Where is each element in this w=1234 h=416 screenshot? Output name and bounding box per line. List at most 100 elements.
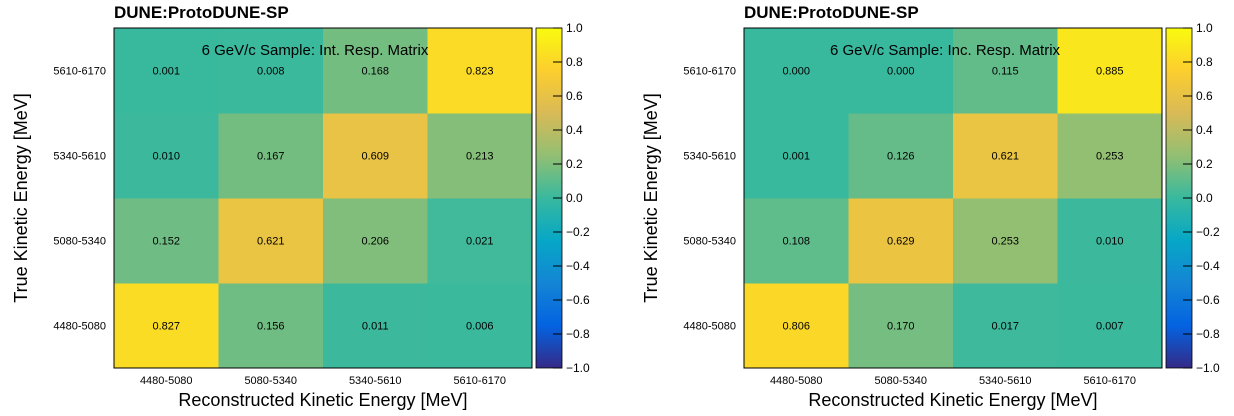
colorbar-tick-label: −0.4 <box>1196 259 1220 273</box>
x-tick-label: 5340-5610 <box>349 375 402 387</box>
cell-value-label: 0.021 <box>466 236 494 248</box>
heatmap-cell <box>218 28 324 114</box>
heatmap-cell <box>848 283 954 369</box>
cell-value-label: 0.000 <box>887 66 915 78</box>
y-tick-label: 5340-5610 <box>53 151 106 163</box>
chart-title: 6 GeV/c Sample: Int. Resp. Matrix <box>202 42 429 59</box>
y-tick-label: 5610-6170 <box>683 66 736 78</box>
heatmap-cell <box>953 28 1058 114</box>
x-axis-label: Reconstructed Kinetic Energy [MeV] <box>178 390 467 410</box>
heatmap-cell <box>323 198 428 284</box>
heatmap-cell <box>848 113 954 199</box>
heatmap-cell <box>427 198 533 284</box>
heatmap-cell <box>323 113 428 199</box>
heatmap-cell <box>323 283 428 369</box>
x-tick-label: 5080-5340 <box>874 375 927 387</box>
colorbar-tick-label: −0.8 <box>1196 327 1220 341</box>
cell-value-label: 0.806 <box>782 321 810 333</box>
y-axis-label: True Kinetic Energy [MeV] <box>641 93 661 302</box>
colorbar-tick-label: −0.6 <box>566 293 590 307</box>
heatmap-cell <box>1057 283 1163 369</box>
panel-inc-resp: DUNE:ProtoDUNE-SP 0.806 0.170 0.017 0.0070.… <box>641 3 1220 410</box>
cell-value-label: 0.206 <box>361 236 389 248</box>
cell-value-label: 0.156 <box>257 321 285 333</box>
x-tick-label: 4480-5080 <box>770 375 823 387</box>
y-tick-labels: 4480-5080 5080-5340 5340-5610 5610-6170 <box>53 66 106 333</box>
heatmap-cell <box>114 28 219 114</box>
heatmap-cell <box>744 113 849 199</box>
heatmap-cell <box>218 283 324 369</box>
cell-value-label: 0.167 <box>257 151 285 163</box>
colorbar-ticks: 1.0 0.8 0.6 0.4 0.2 0.0 −0.2 −0.4 −0.6 −0.8 −1.0 <box>553 21 590 375</box>
colorbar-tick-label: 1.0 <box>566 21 583 35</box>
cell-value-label: 0.126 <box>887 151 915 163</box>
cell-value-label: 0.008 <box>257 66 285 78</box>
y-tick-label: 5610-6170 <box>53 66 106 78</box>
cell-value-label: 0.006 <box>466 321 494 333</box>
cell-value-label: 0.108 <box>782 236 810 248</box>
cell-value-label: 0.253 <box>1096 151 1124 163</box>
cell-value-label: 0.621 <box>257 236 285 248</box>
heatmap-cell <box>1057 113 1163 199</box>
plot-frame <box>113 27 533 369</box>
colorbar-tick-label: 0.0 <box>1196 191 1213 205</box>
heatmap-cell <box>1057 28 1163 114</box>
cell-value-label: 0.629 <box>887 236 915 248</box>
heatmap-cell <box>114 198 219 284</box>
y-tick-labels: 4480-5080 5080-5340 5340-5610 5610-6170 <box>683 66 736 333</box>
colorbar-tick-label: 0.2 <box>1196 157 1213 171</box>
x-tick-labels: 4480-5080 5080-5340 5340-5610 5610-6170 <box>770 375 1136 387</box>
x-tick-label: 5610-6170 <box>453 375 506 387</box>
colorbar-tick-label: 0.6 <box>1196 89 1213 103</box>
panel-int-resp: DUNE:ProtoDUNE-SP 0.827 0.156 0.011 0.0060.… <box>11 3 590 410</box>
heatmap-cell <box>744 283 849 369</box>
cell-value-label: 0.621 <box>991 151 1019 163</box>
y-tick-label: 4480-5080 <box>53 321 106 333</box>
x-tick-label: 5610-6170 <box>1083 375 1136 387</box>
colorbar-tick-label: 0.4 <box>566 123 583 137</box>
colorbar-tick-label: −0.4 <box>566 259 590 273</box>
cell-value-label: 0.168 <box>361 66 389 78</box>
y-tick-label: 5340-5610 <box>683 151 736 163</box>
x-tick-label: 5080-5340 <box>244 375 297 387</box>
cell-value-label: 0.017 <box>991 321 1019 333</box>
colorbar-tick-label: −1.0 <box>1196 361 1220 375</box>
heatmap-cell <box>427 113 533 199</box>
y-tick-label: 5080-5340 <box>683 236 736 248</box>
heatmap-cells: 0.806 0.170 0.017 0.007 0.108 0.629 0.253 0.010… <box>744 28 1163 369</box>
colorbar-tick-label: 0.8 <box>566 55 583 69</box>
heatmap-cell <box>953 198 1058 284</box>
heatmap-cell <box>218 113 324 199</box>
cell-value-label: 0.152 <box>152 236 180 248</box>
cell-value-label: 0.115 <box>992 66 1019 78</box>
x-tick-label: 4480-5080 <box>140 375 193 387</box>
x-axis-label: Reconstructed Kinetic Energy [MeV] <box>808 390 1097 410</box>
cell-value-label: 0.170 <box>887 321 915 333</box>
colorbar-tick-label: −0.6 <box>1196 293 1220 307</box>
cell-value-label: 0.001 <box>152 66 180 78</box>
cell-value-label: 0.007 <box>1096 321 1124 333</box>
cell-value-label: 0.011 <box>362 321 389 333</box>
colorbar-tick-label: 0.6 <box>566 89 583 103</box>
cell-value-label: 0.885 <box>1096 66 1124 78</box>
colorbar-tick-label: 0.4 <box>1196 123 1213 137</box>
y-tick-label: 4480-5080 <box>683 321 736 333</box>
y-tick-label: 5080-5340 <box>53 236 106 248</box>
heatmap-cell <box>848 198 954 284</box>
x-tick-label: 5340-5610 <box>979 375 1032 387</box>
heatmap-cell <box>1057 198 1163 284</box>
heatmap-cell <box>218 198 324 284</box>
plot-frame <box>743 27 1163 369</box>
cell-value-label: 0.213 <box>466 151 494 163</box>
cell-value-label: 0.001 <box>782 151 810 163</box>
experiment-label: DUNE:ProtoDUNE-SP <box>114 3 289 22</box>
chart-title: 6 GeV/c Sample: Inc. Resp. Matrix <box>830 42 1061 59</box>
cell-value-label: 0.000 <box>782 66 810 78</box>
heatmap-cell <box>953 113 1058 199</box>
heatmap-cell <box>953 283 1058 369</box>
colorbar-tick-label: 0.8 <box>1196 55 1213 69</box>
heatmap-cells: 0.827 0.156 0.011 0.006 0.152 0.621 0.206 0.021… <box>114 28 533 369</box>
cell-value-label: 0.827 <box>152 321 180 333</box>
x-tick-labels: 4480-5080 5080-5340 5340-5610 5610-6170 <box>140 375 506 387</box>
